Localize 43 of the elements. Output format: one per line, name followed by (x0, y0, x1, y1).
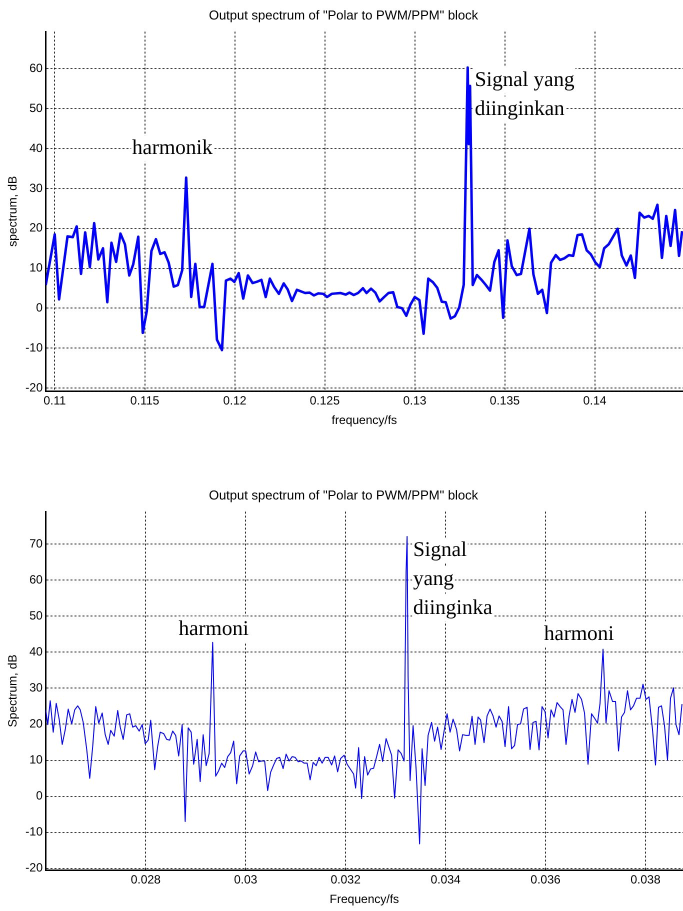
x-tick-label: 0.034 (430, 872, 461, 887)
y-tick-label: 20 (29, 716, 44, 731)
chart-title: Output spectrum of "Polar to PWM/PPM" block (208, 7, 479, 22)
y-tick-label: 70 (29, 536, 44, 550)
y-axis-title: spectrum, dB (6, 176, 20, 247)
x-tick-label: 0.032 (330, 872, 361, 887)
annotation: harmonik (132, 135, 214, 160)
x-tick-label: 0.028 (130, 872, 162, 887)
y-tick-label: 50 (29, 100, 44, 115)
y-tick-label: 0 (36, 300, 44, 314)
y-tick-label: 10 (29, 260, 44, 275)
x-tick-label: 0.038 (630, 872, 661, 887)
annotation: harmoni (178, 616, 249, 640)
y-axis-title: Spectrum, dB (6, 654, 20, 728)
y-tick-label: -20 (25, 380, 44, 394)
x-axis-title: Frequency/fs (330, 892, 400, 906)
y-tick-label: 60 (29, 61, 44, 76)
y-tick-label: 20 (29, 220, 44, 235)
chart-title: Output spectrum of "Polar to PWM/PPM" block (208, 487, 479, 502)
y-tick-label: -10 (25, 340, 44, 354)
y-tick-label: -20 (25, 860, 44, 875)
x-tick-label: 0.14 (583, 394, 607, 408)
y-tick-label: 10 (29, 752, 44, 767)
x-tick-label: 0.135 (490, 394, 520, 408)
x-axis-title: frequency/fs (332, 413, 398, 428)
annotation: harmoni (544, 620, 614, 645)
annotation: Signal yang diinginka (413, 536, 494, 619)
x-tick-label: 0.125 (310, 394, 340, 408)
x-tick-label: 0.115 (130, 394, 160, 408)
y-tick-label: -10 (25, 824, 44, 839)
x-tick-label: 0.13 (403, 394, 427, 408)
y-tick-label: 40 (29, 140, 44, 155)
y-tick-label: 60 (29, 572, 44, 586)
y-tick-label: 50 (29, 608, 44, 622)
y-tick-label: 0 (36, 788, 44, 803)
x-tick-label: 0.03 (234, 872, 258, 887)
y-tick-label: 40 (29, 644, 44, 658)
y-tick-label: 30 (29, 180, 44, 195)
annotation: Signal yang diinginkan (474, 67, 575, 120)
x-tick-label: 0.12 (223, 394, 247, 408)
x-tick-label: 0.036 (530, 872, 561, 887)
x-tick-label: 0.11 (44, 394, 66, 408)
y-tick-label: 30 (29, 680, 44, 695)
